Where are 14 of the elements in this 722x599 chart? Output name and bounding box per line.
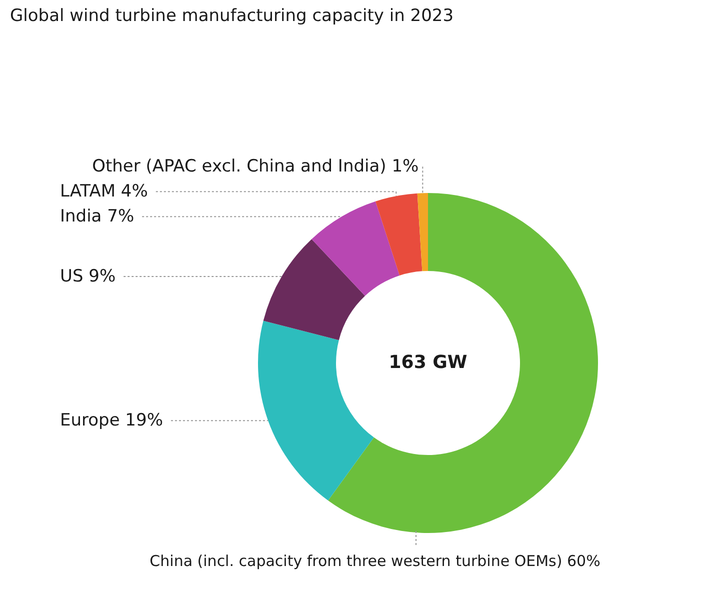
text: 163 GW [388, 352, 468, 373]
slice-label: US 9% [60, 266, 116, 286]
donut-slice [258, 320, 374, 501]
donut-slice [417, 193, 428, 272]
chart-title: Global wind turbine manufacturing capacity in 2023 [10, 6, 454, 26]
donut-slice [263, 239, 366, 340]
donut-slice [328, 193, 598, 533]
slice-label: LATAM 4% [60, 182, 148, 202]
slice-label: Europe 19% [60, 410, 163, 431]
slice-label: Other (APAC excl. China and India) 1% [92, 156, 419, 177]
donut-slice [312, 201, 400, 296]
donut-slice [375, 193, 422, 276]
slice-label: India 7% [60, 206, 134, 227]
slice-label: China (incl. capacity from three western turbine OEMs) 60% [150, 552, 600, 570]
